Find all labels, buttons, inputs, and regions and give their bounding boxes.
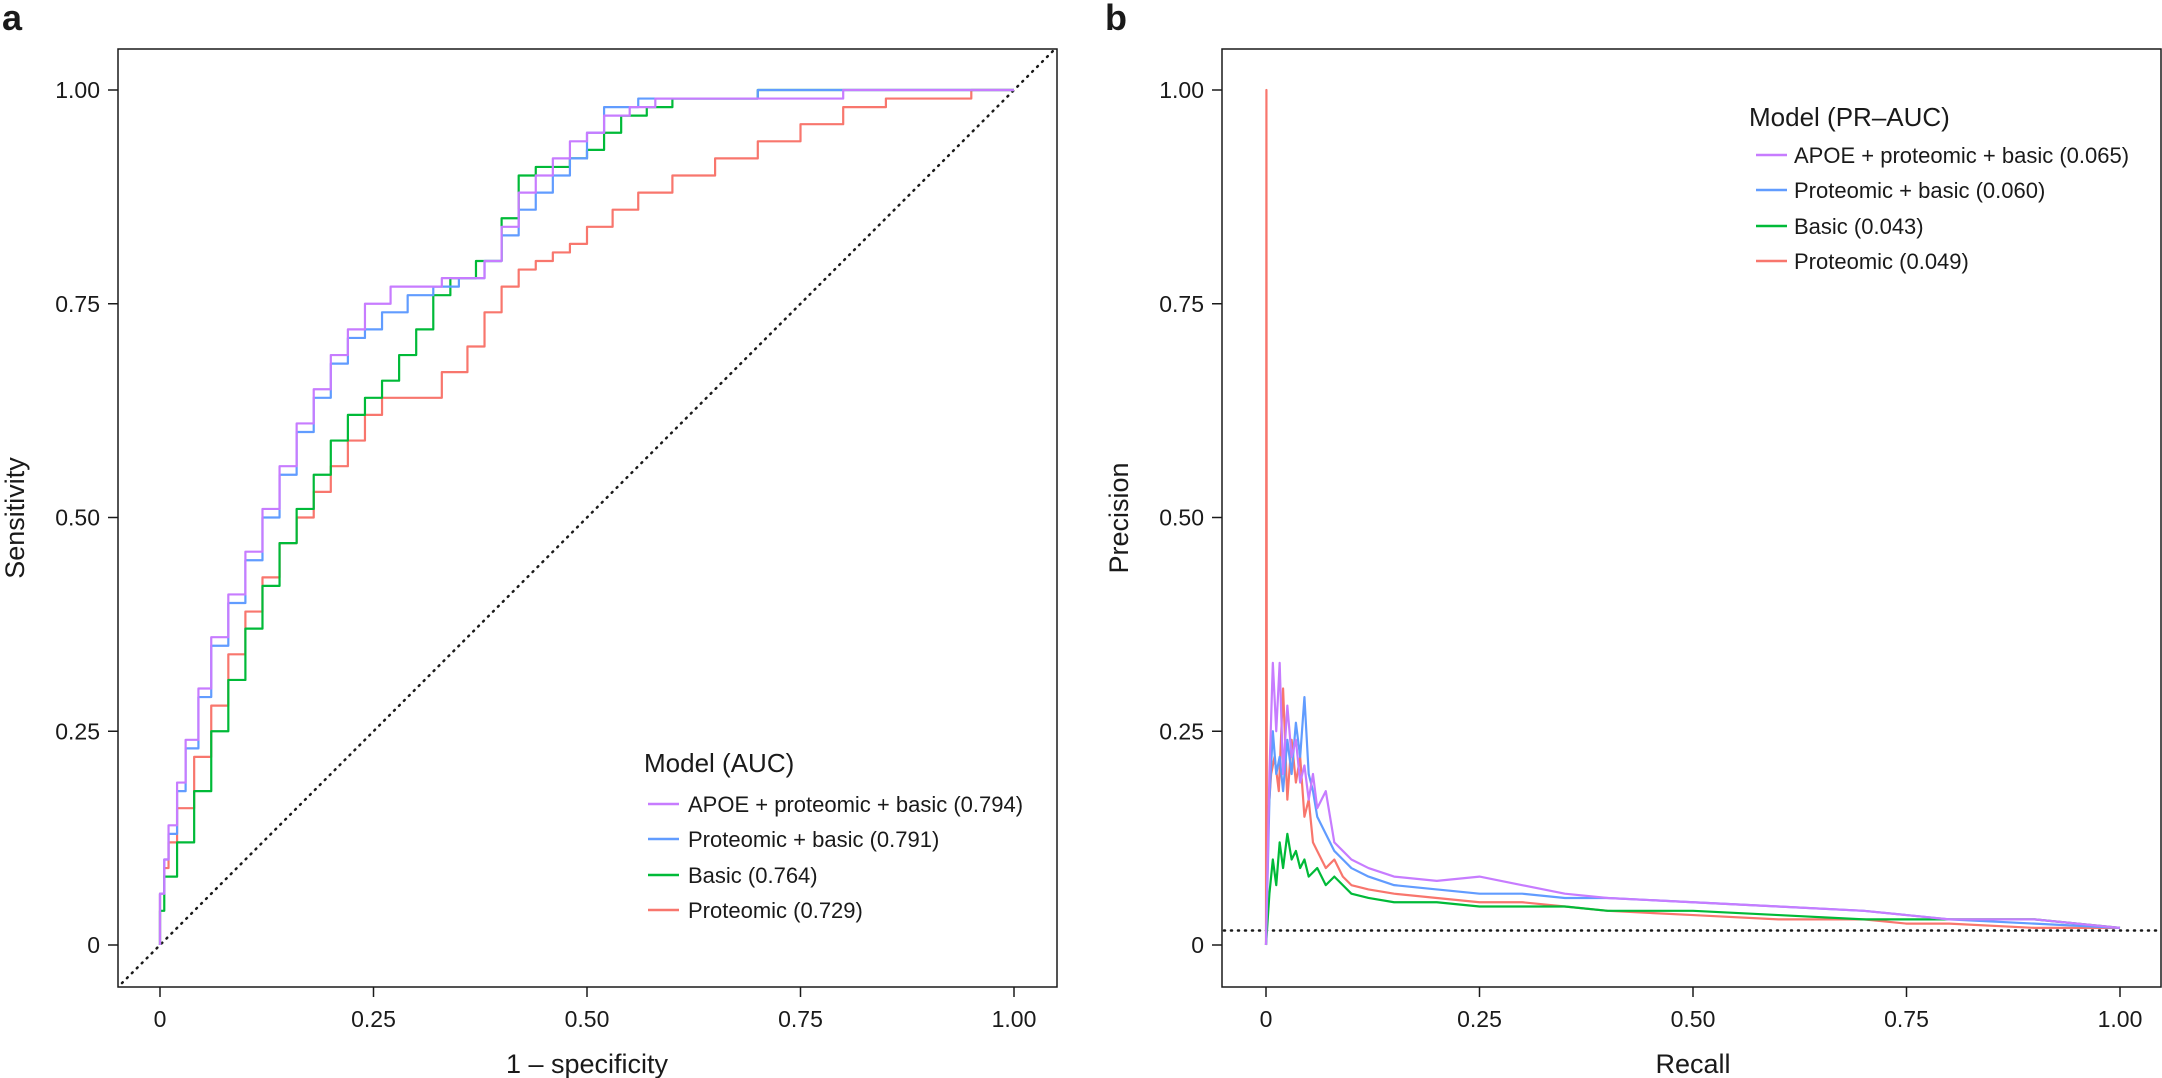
- x-tick-label: 0: [154, 1006, 167, 1032]
- x-tick-label: 0.25: [351, 1006, 396, 1032]
- legend-b-item-2: Basic (0.043): [1794, 214, 1924, 239]
- x-tick-label: 0.25: [1457, 1006, 1502, 1032]
- panel-a-label: a: [2, 0, 23, 38]
- y-tick-label: 1.00: [55, 77, 100, 103]
- series-line-apoe: [1264, 661, 2121, 946]
- legend-a-item-0: APOE + proteomic + basic (0.794): [688, 792, 1023, 817]
- series-line-basic: [158, 88, 1014, 945]
- chance-diagonal-line: [120, 49, 1055, 985]
- y-tick-label: 0: [1191, 932, 1204, 958]
- series-line-proteomic_basic: [1264, 695, 2121, 946]
- x-tick-label: 0.50: [1671, 1006, 1716, 1032]
- legend-a-item-3: Proteomic (0.729): [688, 898, 863, 923]
- panel-b-xlabel: Recall: [1655, 1049, 1730, 1078]
- panel-b-legend: Model (PR–AUC) APOE + proteomic + basic …: [1749, 102, 2129, 274]
- panel-a-xlabel: 1 – specificity: [506, 1049, 669, 1078]
- legend-a-item-1: Proteomic + basic (0.791): [688, 827, 939, 852]
- series-line-basic: [1264, 832, 2121, 946]
- panel-b-plot: 0 0.25 0.50 0.75 1.00 0 0.25 0.50 0.75 1.00: [1159, 77, 2161, 1032]
- y-tick-label: 0: [87, 932, 100, 958]
- y-tick-label: 0.25: [1159, 718, 1204, 744]
- legend-b-item-0: APOE + proteomic + basic (0.065): [1794, 143, 2129, 168]
- y-tick-label: 0.25: [55, 718, 100, 744]
- series-line-apoe: [158, 88, 1014, 945]
- legend-b-item-1: Proteomic + basic (0.060): [1794, 178, 2045, 203]
- y-tick-label: 0.75: [1159, 291, 1204, 317]
- panel-a-legend: Model (AUC) APOE + proteomic + basic (0.…: [644, 748, 1023, 923]
- panel-b-legend-title: Model (PR–AUC): [1749, 102, 1950, 132]
- x-tick-label: 0: [1260, 1006, 1273, 1032]
- panel-a-ylabel: Sensitivity: [0, 457, 30, 579]
- x-tick-label: 0.50: [565, 1006, 610, 1032]
- panel-a-legend-title: Model (AUC): [644, 748, 794, 778]
- x-tick-label: 0.75: [778, 1006, 823, 1032]
- series-line-proteomic: [158, 88, 1014, 945]
- series-line-proteomic: [1264, 88, 2120, 946]
- panel-b-ylabel: Precision: [1104, 462, 1134, 573]
- legend-b-item-3: Proteomic (0.049): [1794, 249, 1969, 274]
- panel-a-plot: 0 0.25 0.50 0.75 1.00 0 0.25 0.50 0.75 1.00: [55, 49, 1055, 1032]
- legend-a-item-2: Basic (0.764): [688, 863, 818, 888]
- x-tick-label: 0.75: [1884, 1006, 1929, 1032]
- y-tick-label: 0.50: [55, 505, 100, 531]
- y-tick-label: 0.50: [1159, 505, 1204, 531]
- panel-b-label: b: [1105, 0, 1127, 38]
- x-tick-label: 1.00: [2098, 1006, 2143, 1032]
- y-tick-label: 0.75: [55, 291, 100, 317]
- y-tick-label: 1.00: [1159, 77, 1204, 103]
- x-tick-label: 1.00: [992, 1006, 1037, 1032]
